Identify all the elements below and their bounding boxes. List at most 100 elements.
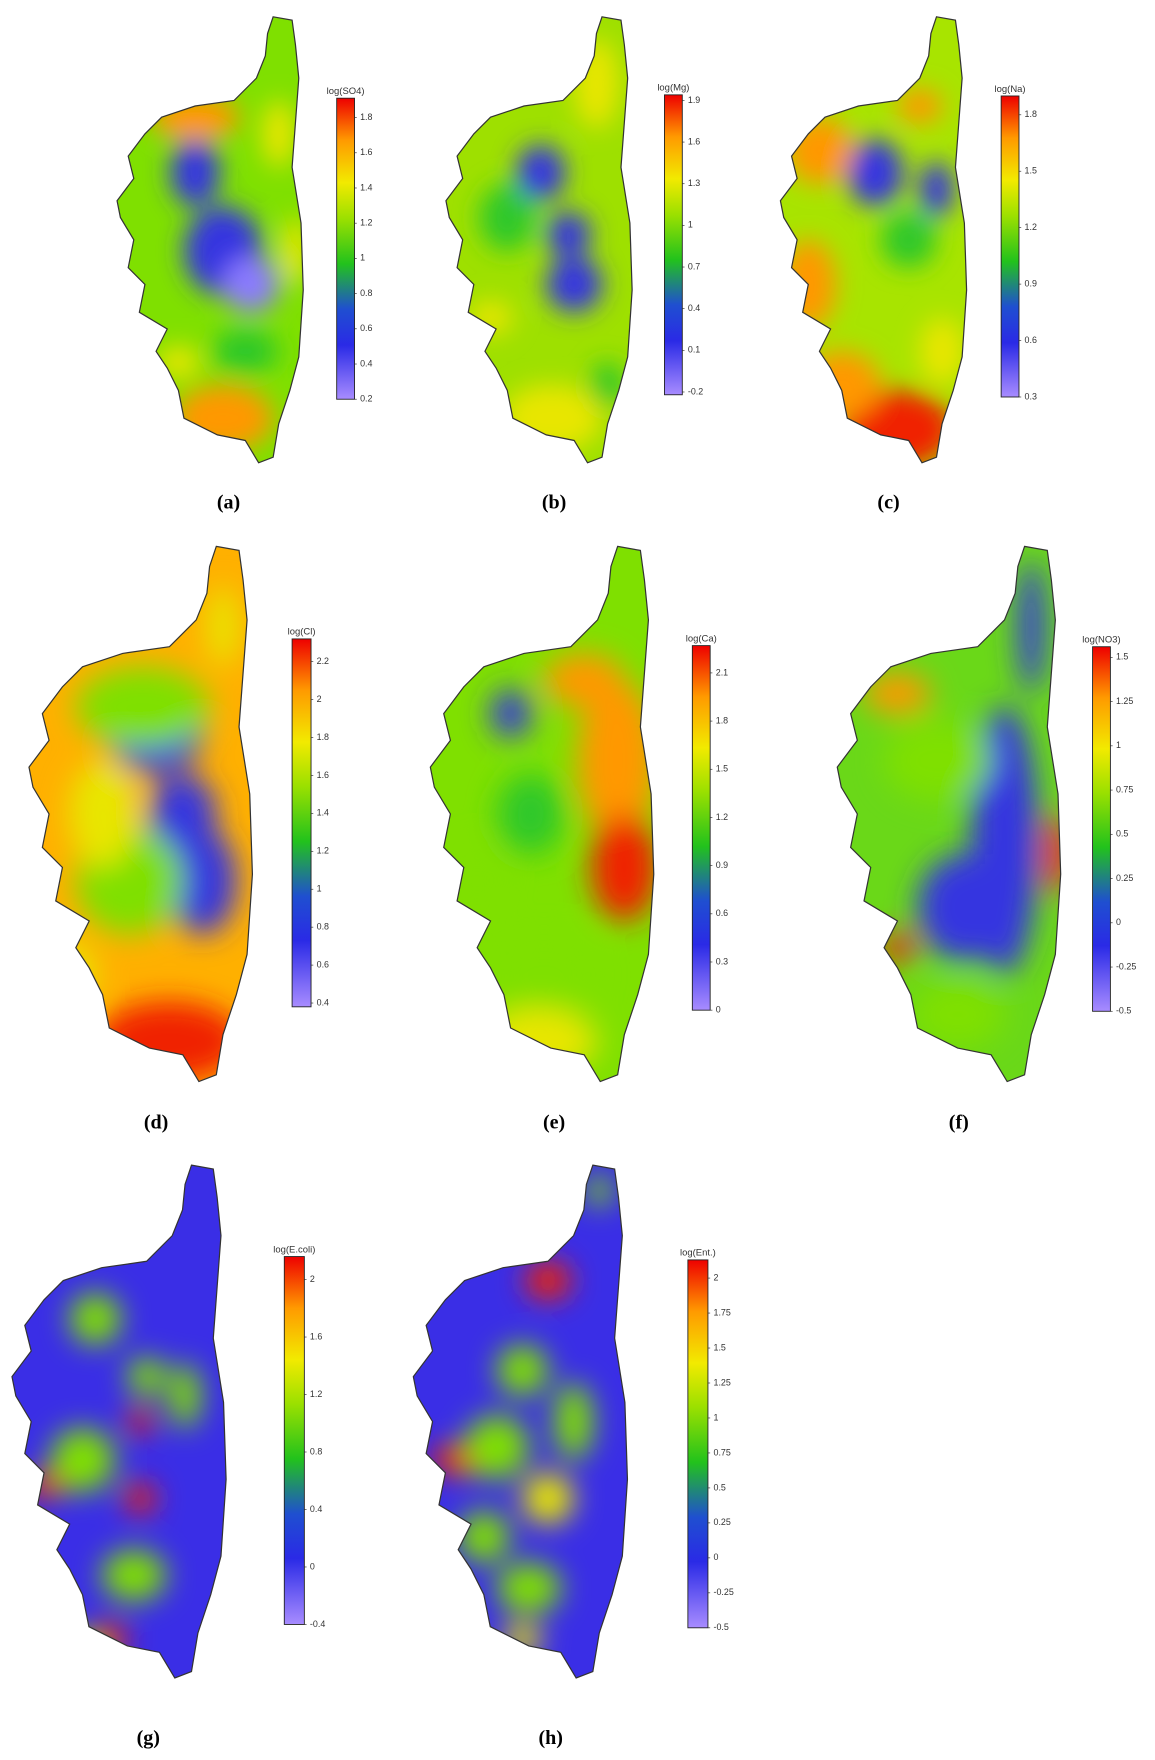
tick-label: 1.25	[1116, 696, 1133, 706]
panel-label: (f)	[949, 1111, 969, 1133]
colorbar	[336, 97, 355, 400]
tick-label: 1.6	[317, 770, 329, 780]
colorbar-title: log(SO4)	[327, 86, 365, 97]
tick-label: 2.1	[716, 667, 728, 677]
tick-label: 2	[310, 1274, 315, 1284]
tick-label: -0.2	[688, 386, 703, 396]
tick-label: -0.25	[714, 1587, 734, 1597]
tick-label: 1.6	[688, 136, 700, 146]
tick-label: 1	[688, 220, 693, 230]
colorbar-title: log(Cl)	[288, 627, 316, 638]
tick-label: 2	[317, 694, 322, 704]
tick-label: 1	[1116, 740, 1121, 750]
colorbar	[687, 1259, 709, 1629]
tick-label: 1.4	[317, 808, 329, 818]
tick-label: 1.8	[317, 732, 329, 742]
tick-label: 1.2	[317, 846, 329, 856]
tick-label: 1.75	[714, 1307, 731, 1317]
tick-label: 0.75	[1116, 784, 1133, 794]
colorbar-title: log(Mg)	[657, 83, 689, 94]
colorbar-title: log(NO3)	[1082, 635, 1120, 646]
tick-label: -0.5	[714, 1622, 729, 1632]
tick-label: 0.4	[317, 997, 329, 1007]
tick-label: 1.5	[1116, 652, 1128, 662]
tick-label: 1	[317, 884, 322, 894]
tick-label: 0.8	[360, 288, 372, 298]
tick-label: 0.8	[317, 922, 329, 932]
tick-label: 0.6	[716, 908, 728, 918]
tick-label: 0.9	[1025, 278, 1037, 288]
tick-label: 0.9	[716, 860, 728, 870]
colorbar	[291, 638, 312, 1008]
colorbar	[1092, 646, 1111, 1012]
tick-label: 1.5	[714, 1342, 726, 1352]
tick-label: 0.6	[317, 959, 329, 969]
tick-label: 0.5	[714, 1482, 726, 1492]
colorbar	[283, 1256, 305, 1625]
tick-label: 0.2	[360, 394, 372, 404]
colorbar-title: log(Ca)	[686, 633, 717, 644]
tick-label: -0.5	[1116, 1006, 1131, 1016]
tick-label: 1.25	[714, 1377, 731, 1387]
tick-label: 1.8	[1025, 109, 1037, 119]
map	[28, 545, 254, 1083]
panel-label: (e)	[543, 1111, 565, 1133]
map	[445, 16, 633, 464]
tick-label: 1.5	[716, 764, 728, 774]
tick-label: 1.4	[360, 182, 372, 192]
colorbar-title: log(E.coli)	[273, 1244, 315, 1255]
map-surface	[11, 1165, 227, 1678]
tick-label: 0	[716, 1005, 721, 1015]
tick-label: 1.3	[688, 178, 700, 188]
tick-label: 0.6	[360, 323, 372, 333]
panel-label: (g)	[137, 1727, 160, 1749]
colorbar	[691, 645, 711, 1011]
map	[779, 16, 968, 464]
map	[429, 545, 655, 1083]
tick-label: 1.2	[1025, 222, 1037, 232]
colorbar	[664, 94, 683, 396]
tick-label: 1.8	[716, 715, 728, 725]
tick-label: 0	[1116, 917, 1121, 927]
tick-label: -0.4	[310, 1619, 325, 1629]
map	[11, 1164, 227, 1679]
tick-label: 2.2	[317, 656, 329, 666]
colorbar-title: log(Ent.)	[680, 1248, 716, 1259]
map	[412, 1164, 629, 1679]
tick-label: 0.3	[716, 956, 728, 966]
tick-label: 0.5	[1116, 829, 1128, 839]
tick-label: 0.4	[360, 358, 372, 368]
tick-label: 1.2	[716, 812, 728, 822]
tick-label: 0.25	[1116, 873, 1133, 883]
tick-label: 0	[310, 1561, 315, 1571]
tick-label: 1	[360, 253, 365, 263]
map-surface	[837, 546, 1061, 1082]
tick-label: 1.6	[310, 1331, 322, 1341]
tick-label: 1.8	[360, 112, 372, 122]
tick-label: 2	[714, 1272, 719, 1282]
tick-label: 1.2	[360, 218, 372, 228]
tick-label: 0.6	[1025, 335, 1037, 345]
tick-label: 0.75	[714, 1447, 731, 1457]
tick-label: 0	[714, 1552, 719, 1562]
colorbar-title: log(Na)	[995, 84, 1026, 95]
tick-label: 0.4	[310, 1504, 322, 1514]
tick-label: -0.25	[1116, 961, 1136, 971]
tick-label: 0.1	[688, 345, 700, 355]
tick-label: 0.4	[688, 303, 700, 313]
tick-label: 1	[714, 1412, 719, 1422]
tick-label: 0.25	[714, 1517, 731, 1527]
tick-label: 0.8	[310, 1446, 322, 1456]
map	[836, 545, 1062, 1083]
tick-label: 1.6	[360, 147, 372, 157]
tick-label: 0.3	[1025, 391, 1037, 401]
panel-label: (h)	[538, 1727, 563, 1749]
tick-label: 0.7	[688, 261, 700, 271]
panel-label: (d)	[144, 1111, 169, 1133]
panel-label: (b)	[542, 492, 567, 514]
panel-label: (a)	[217, 492, 240, 514]
panel-label: (c)	[877, 492, 899, 514]
tick-label: 1.5	[1025, 166, 1037, 176]
